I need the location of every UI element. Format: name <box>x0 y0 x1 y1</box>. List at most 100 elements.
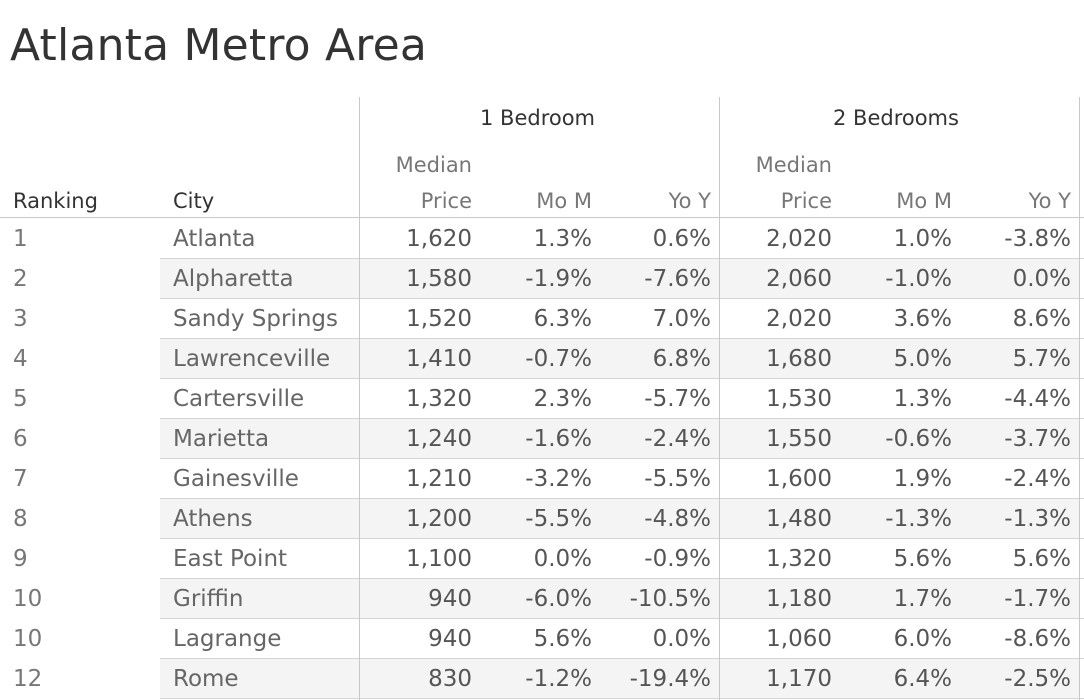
cell-city: Athens <box>173 506 253 532</box>
row-band <box>160 339 1080 379</box>
cell-median-price-1br: 830 <box>428 666 472 692</box>
table-row: 1 Atlanta 1,620 1.3% 0.6% 2,020 1.0% -3.8% <box>0 219 1084 259</box>
cell-city: Sandy Springs <box>173 306 338 332</box>
cell-ranking: 12 <box>13 666 43 692</box>
cell-yoy-1br: -19.4% <box>629 666 711 692</box>
cell-mom-1br: -6.0% <box>525 586 592 612</box>
cell-mom-2br: 5.0% <box>893 346 952 372</box>
column-header-median-1br-bottom: Price <box>420 189 472 213</box>
cell-yoy-1br: 0.0% <box>652 626 711 652</box>
cell-median-price-1br: 1,410 <box>406 346 472 372</box>
cell-mom-2br: 1.9% <box>893 466 952 492</box>
cell-ranking: 9 <box>13 546 28 572</box>
cell-median-price-2br: 1,600 <box>766 466 832 492</box>
cell-yoy-1br: -7.6% <box>644 266 711 292</box>
cell-median-price-2br: 2,020 <box>766 226 832 252</box>
cell-median-price-2br: 1,060 <box>766 626 832 652</box>
row-band <box>160 259 1080 299</box>
cell-mom-1br: 1.3% <box>533 226 592 252</box>
cell-mom-2br: 6.4% <box>893 666 952 692</box>
cell-mom-1br: -0.7% <box>525 346 592 372</box>
row-divider <box>160 298 1084 299</box>
cell-median-price-1br: 1,520 <box>406 306 472 332</box>
cell-mom-2br: 6.0% <box>893 626 952 652</box>
cell-median-price-2br: 1,550 <box>766 426 832 452</box>
cell-ranking: 6 <box>13 426 28 452</box>
cell-yoy-1br: -5.7% <box>644 386 711 412</box>
cell-ranking: 4 <box>13 346 28 372</box>
row-divider <box>160 698 1084 699</box>
row-divider <box>160 618 1084 619</box>
table-row: 9 East Point 1,100 0.0% -0.9% 1,320 5.6% 5.6% <box>0 539 1084 579</box>
group-header-1-bedroom: 1 Bedroom <box>480 106 596 130</box>
cell-yoy-2br: 5.7% <box>1012 346 1071 372</box>
cell-median-price-2br: 1,180 <box>766 586 832 612</box>
cell-median-price-2br: 1,680 <box>766 346 832 372</box>
column-header-median-1br-top: Median <box>395 153 472 177</box>
row-divider <box>160 538 1084 539</box>
cell-mom-1br: -1.9% <box>525 266 592 292</box>
row-divider <box>160 498 1084 499</box>
cell-median-price-1br: 940 <box>428 626 472 652</box>
cell-yoy-2br: -8.6% <box>1004 626 1071 652</box>
cell-median-price-1br: 1,580 <box>406 266 472 292</box>
cell-yoy-2br: -1.7% <box>1004 586 1071 612</box>
table-row: 8 Athens 1,200 -5.5% -4.8% 1,480 -1.3% -1.3% <box>0 499 1084 539</box>
cell-mom-2br: -0.6% <box>885 426 952 452</box>
cell-city: Rome <box>173 666 239 692</box>
cell-city: Griffin <box>173 586 244 612</box>
column-divider-2-bedrooms <box>719 97 720 700</box>
table-row: 6 Marietta 1,240 -1.6% -2.4% 1,550 -0.6% -3.7% <box>0 419 1084 459</box>
cell-median-price-1br: 1,620 <box>406 226 472 252</box>
row-divider <box>160 338 1084 339</box>
header-divider <box>0 217 1084 218</box>
cell-mom-1br: -5.5% <box>525 506 592 532</box>
cell-mom-2br: -1.0% <box>885 266 952 292</box>
row-divider <box>160 658 1084 659</box>
cell-mom-2br: 3.6% <box>893 306 952 332</box>
cell-median-price-2br: 1,480 <box>766 506 832 532</box>
cell-city: Lagrange <box>173 626 282 652</box>
page-title: Atlanta Metro Area <box>10 20 428 71</box>
cell-ranking: 10 <box>13 626 43 652</box>
cell-ranking: 1 <box>13 226 28 252</box>
column-header-mom-2br: Mo M <box>896 189 952 213</box>
cell-ranking: 8 <box>13 506 28 532</box>
cell-city: Alpharetta <box>173 266 294 292</box>
cell-median-price-2br: 2,060 <box>766 266 832 292</box>
cell-yoy-1br: 6.8% <box>652 346 711 372</box>
cell-yoy-2br: -1.3% <box>1004 506 1071 532</box>
cell-mom-1br: -3.2% <box>525 466 592 492</box>
cell-yoy-2br: -3.8% <box>1004 226 1071 252</box>
cell-yoy-2br: 8.6% <box>1012 306 1071 332</box>
column-header-mom-1br: Mo M <box>536 189 592 213</box>
cell-yoy-2br: -4.4% <box>1004 386 1071 412</box>
cell-mom-2br: 5.6% <box>893 546 952 572</box>
row-band <box>160 499 1080 539</box>
cell-mom-2br: 1.0% <box>893 226 952 252</box>
table-row: 7 Gainesville 1,210 -3.2% -5.5% 1,600 1.9% -2.4… <box>0 459 1084 499</box>
cell-median-price-1br: 1,240 <box>406 426 472 452</box>
cell-yoy-2br: -3.7% <box>1004 426 1071 452</box>
table-row: 4 Lawrenceville 1,410 -0.7% 6.8% 1,680 5.0% 5.7… <box>0 339 1084 379</box>
cell-yoy-2br: -2.5% <box>1004 666 1071 692</box>
row-band <box>160 579 1080 619</box>
cell-yoy-1br: 0.6% <box>652 226 711 252</box>
row-divider <box>160 258 1084 259</box>
table-row: 5 Cartersville 1,320 2.3% -5.7% 1,530 1.3% -4.4… <box>0 379 1084 419</box>
cell-yoy-1br: -5.5% <box>644 466 711 492</box>
column-divider-1-bedroom <box>359 97 360 700</box>
column-header-city: City <box>173 189 215 213</box>
row-divider <box>160 458 1084 459</box>
cell-yoy-2br: 5.6% <box>1012 546 1071 572</box>
table-row: 3 Sandy Springs 1,520 6.3% 7.0% 2,020 3.6% 8.6% <box>0 299 1084 339</box>
cell-median-price-1br: 1,200 <box>406 506 472 532</box>
cell-median-price-2br: 2,020 <box>766 306 832 332</box>
cell-yoy-1br: -10.5% <box>629 586 711 612</box>
row-band <box>160 419 1080 459</box>
cell-city: East Point <box>173 546 288 572</box>
cell-yoy-1br: -4.8% <box>644 506 711 532</box>
row-divider <box>160 378 1084 379</box>
table-row: 2 Alpharetta 1,580 -1.9% -7.6% 2,060 -1.0% 0.0% <box>0 259 1084 299</box>
table-row: 12 Rome 830 -1.2% -19.4% 1,170 6.4% -2.5% <box>0 659 1084 699</box>
